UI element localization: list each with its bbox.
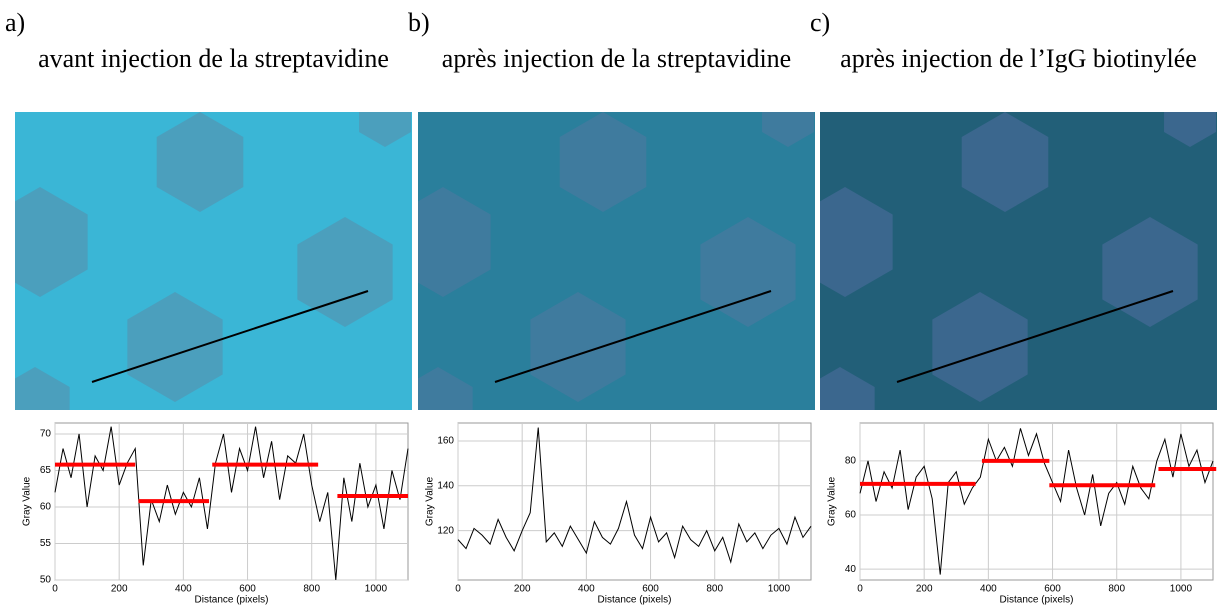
panel-title: après injection de l’IgG biotinylée <box>840 44 1197 73</box>
hexagon <box>530 292 626 402</box>
plot-area <box>859 422 1214 581</box>
profile-plot: 50 55 60 65 70 0 200 400 600 800 1000 Distance (pix… <box>22 422 409 605</box>
hexagon <box>1164 112 1216 147</box>
x-tick-label: 800 <box>303 584 320 595</box>
x-tick-label: 1000 <box>1170 584 1193 595</box>
x-tick-label: 1000 <box>365 584 388 595</box>
hexagon <box>961 112 1049 212</box>
y-tick-label: 40 <box>845 564 857 575</box>
micrograph <box>418 112 815 410</box>
hexagon <box>15 187 88 297</box>
hexagon <box>700 217 796 327</box>
x-tick-label: 600 <box>1044 584 1061 595</box>
hexagon <box>297 217 393 327</box>
x-tick-label: 800 <box>1108 584 1125 595</box>
y-axis-label: Gray Value <box>425 476 436 526</box>
hexagon <box>418 367 473 410</box>
hexagon <box>127 292 223 402</box>
y-tick-label: 80 <box>845 456 857 467</box>
profile-plot: 120 140 160 0 200 400 600 800 1000 Distance (pixe… <box>425 422 812 605</box>
profile-line <box>896 290 1174 383</box>
panel-title: après injection de la streptavidine <box>441 44 792 73</box>
y-tick-label: 120 <box>437 525 454 536</box>
panel-label: a) <box>5 8 26 37</box>
x-tick-label: 400 <box>175 584 192 595</box>
y-tick-label: 60 <box>40 502 52 513</box>
x-tick-label: 400 <box>980 584 997 595</box>
panel-title: avant injection de la streptavidine <box>38 44 389 73</box>
hexagon <box>820 187 893 297</box>
hexagon <box>932 292 1028 402</box>
hexagon <box>156 112 244 212</box>
panel-label: c) <box>810 8 831 37</box>
x-axis-label: Distance (pixels) <box>195 595 269 605</box>
x-tick-label: 1000 <box>768 584 791 595</box>
hexagon <box>1102 217 1198 327</box>
x-tick-label: 400 <box>578 584 595 595</box>
micrograph <box>820 112 1217 410</box>
y-tick-label: 160 <box>437 436 454 447</box>
plot-area <box>457 422 812 581</box>
profile-line <box>457 427 812 564</box>
x-tick-label: 0 <box>857 584 863 595</box>
y-tick-label: 50 <box>40 575 52 586</box>
y-axis-label: Gray Value <box>22 476 33 526</box>
y-tick-label: 140 <box>437 480 454 491</box>
profile-line <box>494 290 772 383</box>
x-tick-label: 800 <box>706 584 723 595</box>
micrograph <box>15 112 412 410</box>
y-tick-label: 55 <box>40 538 52 549</box>
y-tick-label: 65 <box>40 465 52 476</box>
plot-area <box>54 422 409 581</box>
hexagon <box>359 112 411 147</box>
y-axis-label: Gray Value <box>827 476 838 526</box>
x-tick-label: 0 <box>52 584 58 595</box>
x-axis-label: Distance (pixels) <box>598 595 672 605</box>
hexagon <box>762 112 814 147</box>
x-tick-label: 200 <box>111 584 128 595</box>
y-tick-label: 60 <box>845 510 857 521</box>
profile-line <box>91 290 369 383</box>
hexagon <box>418 187 491 297</box>
hexagon <box>15 367 70 410</box>
x-tick-label: 600 <box>642 584 659 595</box>
x-tick-label: 200 <box>916 584 933 595</box>
x-tick-label: 0 <box>455 584 461 595</box>
panel-label: b) <box>408 8 430 37</box>
x-tick-label: 200 <box>514 584 531 595</box>
x-tick-label: 600 <box>239 584 256 595</box>
profile-line <box>859 428 1214 575</box>
hexagon <box>820 367 875 410</box>
hexagon <box>559 112 647 212</box>
y-tick-label: 70 <box>40 429 52 440</box>
x-axis-label: Distance (pixels) <box>1000 595 1074 605</box>
profile-line <box>54 426 409 581</box>
